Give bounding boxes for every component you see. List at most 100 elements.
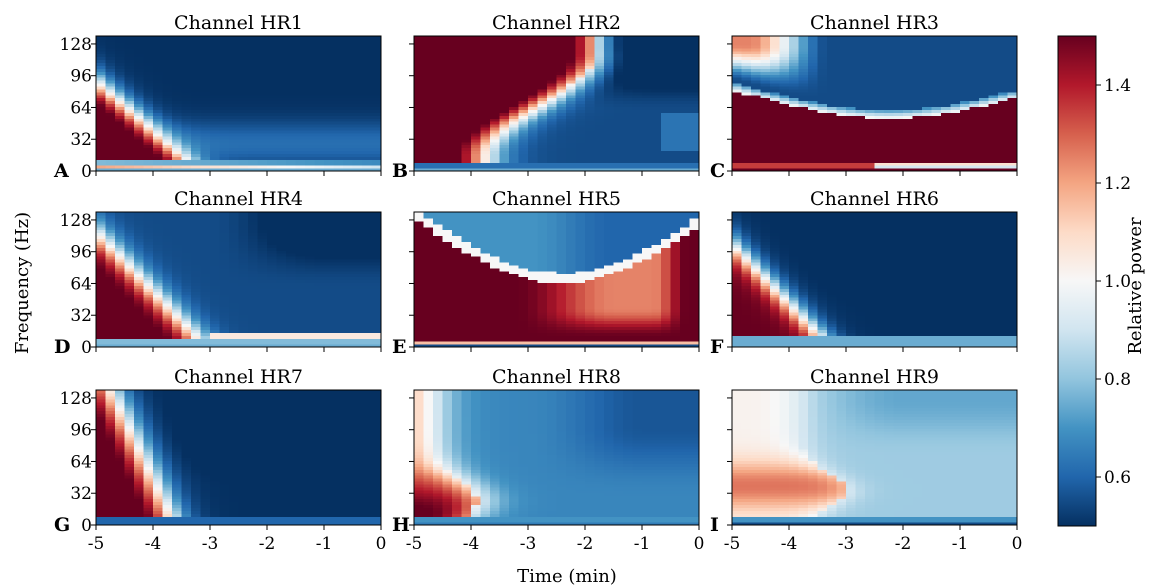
heatmap-cell <box>732 162 743 166</box>
heatmap-cell <box>134 44 145 49</box>
heatmap-cell <box>324 80 335 84</box>
heatmap-cell <box>941 124 952 128</box>
heatmap-cell <box>210 47 221 52</box>
heatmap-cell <box>547 94 558 99</box>
heatmap-cell <box>960 47 971 52</box>
heatmap-cell <box>314 138 325 143</box>
heatmap-cell <box>960 168 971 172</box>
heatmap-cell <box>741 38 752 43</box>
heatmap-cell <box>732 47 743 52</box>
heatmap-cell <box>267 47 278 52</box>
heatmap-cell <box>751 97 762 102</box>
heatmap-cell <box>286 94 297 99</box>
heatmap-cell <box>689 94 700 99</box>
heatmap-cell <box>732 112 743 116</box>
heatmap-cell <box>96 285 107 289</box>
heatmap-cell <box>143 85 154 90</box>
heatmap-cell <box>651 153 662 157</box>
heatmap-cell <box>528 41 539 46</box>
heatmap-cell <box>922 159 933 163</box>
heatmap-cell <box>238 264 249 269</box>
heatmap-cell <box>210 85 221 90</box>
heatmap-cell <box>210 302 221 307</box>
heatmap-cell <box>219 244 230 248</box>
heatmap-cell <box>623 121 634 125</box>
heatmap-cell <box>893 80 904 84</box>
heatmap-cell <box>770 88 781 93</box>
heatmap-cell <box>172 82 183 87</box>
heatmap-cell <box>988 100 999 105</box>
heatmap-cell <box>623 115 634 119</box>
heatmap-cell <box>651 62 662 66</box>
heatmap-cell <box>865 141 876 146</box>
heatmap-cell <box>433 56 444 61</box>
heatmap-cell <box>433 47 444 52</box>
heatmap-cell <box>604 150 615 154</box>
heatmap-cell <box>423 88 434 93</box>
heatmap-cell <box>836 36 847 40</box>
heatmap-cell <box>741 85 752 90</box>
heatmap-cell <box>855 53 866 58</box>
heatmap-cell <box>732 88 743 93</box>
heatmap-cell <box>105 159 116 163</box>
heatmap-cell <box>770 132 781 137</box>
heatmap-cell <box>509 68 520 72</box>
heatmap-cell <box>670 71 681 75</box>
heatmap-cell <box>124 77 135 81</box>
heatmap-cell <box>210 288 221 292</box>
heatmap-cell <box>566 53 577 58</box>
heatmap-cell <box>162 135 173 140</box>
heatmap-cell <box>594 85 605 90</box>
heatmap-cell <box>172 311 183 316</box>
heatmap-cell <box>352 62 363 66</box>
heatmap-cell <box>433 82 444 87</box>
heatmap-cell <box>827 112 838 116</box>
heatmap-cell <box>105 335 116 339</box>
heatmap-cell <box>172 244 183 248</box>
heatmap-cell <box>442 65 453 69</box>
heatmap-cell <box>181 129 192 134</box>
heatmap-cell <box>238 250 249 254</box>
heatmap-cell <box>566 82 577 87</box>
heatmap-cell <box>471 135 482 140</box>
heatmap-cell <box>143 314 154 319</box>
heatmap-cell <box>846 36 857 40</box>
heatmap-cell <box>884 50 895 55</box>
heatmap-cell <box>115 124 126 128</box>
heatmap-cell <box>751 141 762 146</box>
heatmap-cell <box>566 74 577 78</box>
heatmap-cell <box>941 109 952 113</box>
heatmap-cell <box>248 226 259 231</box>
heatmap-cell <box>286 112 297 116</box>
heatmap-cell <box>414 88 425 93</box>
heatmap-cell <box>229 112 240 116</box>
heatmap-cell <box>286 38 297 43</box>
heatmap-cell <box>680 147 691 152</box>
heatmap-cell <box>115 335 126 339</box>
heatmap-cell <box>362 115 373 119</box>
heatmap-cell <box>670 65 681 69</box>
heatmap-cell <box>893 65 904 69</box>
heatmap-cell <box>238 118 249 122</box>
heatmap-cell <box>941 150 952 154</box>
heatmap-cell <box>172 305 183 310</box>
heatmap-cell <box>817 97 828 102</box>
heatmap-cell <box>219 317 230 322</box>
heatmap-cell <box>651 135 662 140</box>
heatmap-cell <box>333 150 344 154</box>
heatmap-cell <box>452 106 463 110</box>
heatmap-cell <box>604 94 615 99</box>
heatmap-cell <box>836 44 847 49</box>
heatmap-cell <box>461 135 472 140</box>
heatmap-cell <box>200 59 211 64</box>
heatmap-cell <box>181 168 192 172</box>
heatmap-cell <box>314 59 325 64</box>
heatmap-cell <box>153 141 164 146</box>
heatmap-cell <box>960 68 971 72</box>
heatmap-cell <box>798 126 809 131</box>
heatmap-cell <box>988 77 999 81</box>
heatmap-cell <box>200 279 211 284</box>
heatmap-cell <box>200 168 211 172</box>
heatmap-cell <box>556 124 567 128</box>
heatmap-cell <box>153 238 164 242</box>
